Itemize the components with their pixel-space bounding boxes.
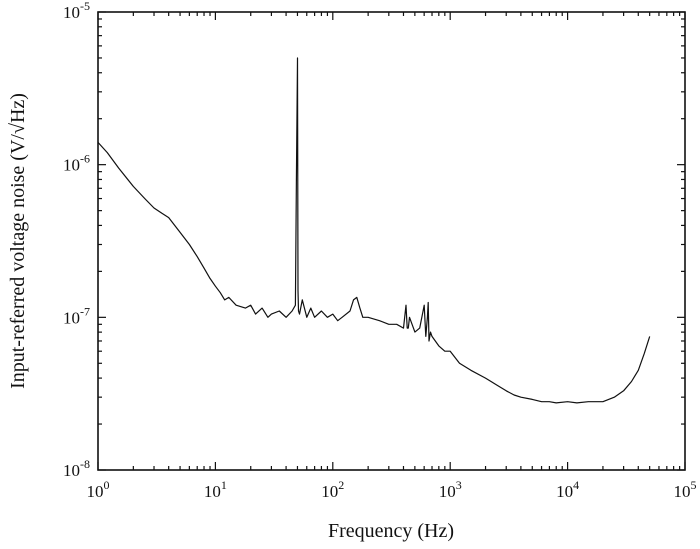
series-layer — [97, 57, 651, 404]
x-tick-label: 105 — [674, 478, 697, 501]
y-tick-label: 10-8 — [63, 457, 90, 480]
noise-series-line-0 — [97, 57, 651, 404]
plot-frame — [97, 11, 686, 471]
labels-layer: 100 101 102 103 104 105 10-8 10-7 10-6 10-5 — [63, 0, 697, 501]
x-axis-label: Frequency (Hz) — [328, 520, 454, 542]
x-tick-label: 103 — [439, 478, 462, 501]
x-tick-label: 101 — [204, 478, 227, 501]
y-axis-label: Input-referred voltage noise (V/√Hz) — [7, 93, 29, 389]
y-tick-label: 10-6 — [63, 152, 90, 175]
x-tick-label: 102 — [321, 478, 344, 501]
y-tick-label: 10-7 — [63, 304, 90, 327]
x-tick-label: 100 — [87, 478, 110, 501]
x-tick-label: 104 — [556, 478, 579, 501]
y-tick-label: 10-5 — [63, 0, 90, 22]
